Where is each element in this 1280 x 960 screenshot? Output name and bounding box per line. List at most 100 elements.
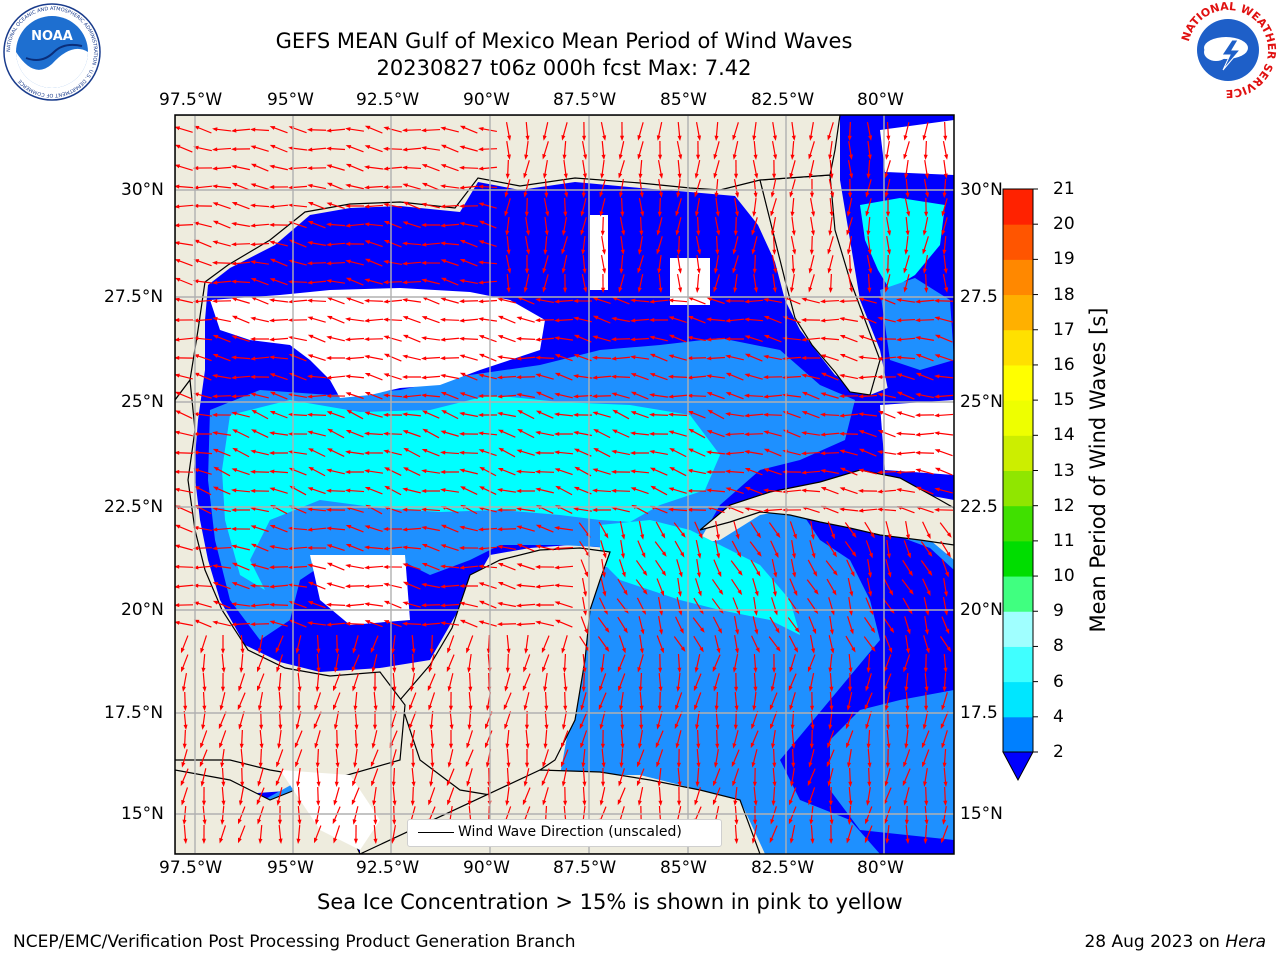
direction-arrow xyxy=(752,197,757,217)
direction-arrow xyxy=(617,654,626,673)
direction-arrow xyxy=(212,184,232,189)
direction-arrow xyxy=(863,617,876,634)
direction-arrow xyxy=(791,254,796,274)
direction-arrow xyxy=(373,824,378,844)
direction-arrow xyxy=(884,160,891,179)
direction-arrow xyxy=(402,394,422,399)
direction-arrow xyxy=(175,144,193,153)
direction-arrow xyxy=(524,140,529,160)
lat-tick-left: 17.5°N xyxy=(104,703,164,723)
colorbar-label: Mean Period of Wind Waves [s] xyxy=(1086,307,1110,633)
direction-arrow xyxy=(498,447,516,458)
direction-arrow xyxy=(924,273,929,293)
direction-arrow xyxy=(345,163,364,172)
direction-arrow xyxy=(383,546,403,551)
direction-arrow xyxy=(250,127,270,132)
direction-arrow xyxy=(516,563,535,571)
direction-arrow xyxy=(580,692,587,711)
direction-arrow xyxy=(354,729,359,749)
direction-arrow xyxy=(219,692,226,711)
direction-arrow xyxy=(402,241,422,246)
direction-arrow xyxy=(848,178,853,198)
nws-logo: NATIONAL WEATHER SERVICE xyxy=(1179,0,1278,100)
direction-arrow xyxy=(345,392,364,400)
direction-arrow xyxy=(839,353,858,362)
direction-arrow xyxy=(657,767,662,787)
direction-arrow xyxy=(677,653,682,673)
direction-arrow xyxy=(219,825,227,844)
direction-arrow xyxy=(827,255,834,274)
direction-arrow xyxy=(446,768,455,787)
direction-arrow xyxy=(600,729,605,749)
direction-arrow xyxy=(383,166,403,171)
direction-arrow xyxy=(440,277,459,286)
direction-arrow xyxy=(695,578,702,597)
direction-arrow xyxy=(934,467,953,476)
direction-arrow xyxy=(212,147,232,152)
direction-arrow xyxy=(827,730,835,749)
chart-subtitle: 20230827 t06z 000h fcst Max: 7.42 xyxy=(376,56,752,80)
direction-arrow xyxy=(370,635,379,654)
direction-arrow xyxy=(326,393,346,398)
direction-arrow xyxy=(239,653,244,673)
direction-arrow xyxy=(807,654,816,673)
lat-tick-right: 30°N xyxy=(960,180,1003,200)
direction-arrow xyxy=(250,203,270,208)
direction-arrow xyxy=(600,578,607,597)
direction-arrow xyxy=(517,410,535,420)
direction-arrow xyxy=(421,544,440,552)
direction-arrow xyxy=(714,691,719,711)
direction-arrow xyxy=(212,506,231,513)
direction-arrow xyxy=(326,297,345,305)
direction-arrow xyxy=(523,768,530,787)
direction-arrow xyxy=(751,217,758,236)
direction-arrow xyxy=(744,432,764,437)
direction-arrow xyxy=(307,280,327,285)
direction-arrow xyxy=(237,692,246,711)
direction-arrow xyxy=(923,824,928,844)
direction-arrow xyxy=(903,122,910,141)
direction-arrow xyxy=(269,469,289,474)
direction-arrow xyxy=(599,787,606,806)
direction-arrow xyxy=(326,146,346,151)
direction-arrow xyxy=(402,621,422,626)
direction-arrow xyxy=(307,527,327,532)
direction-arrow xyxy=(656,635,664,654)
direction-arrow xyxy=(202,691,207,711)
direction-arrow xyxy=(364,372,383,381)
direction-arrow xyxy=(600,540,607,559)
direction-arrow xyxy=(674,711,683,730)
direction-arrow xyxy=(506,748,511,768)
direction-arrow xyxy=(421,375,441,380)
direction-arrow xyxy=(535,337,555,342)
direction-arrow xyxy=(313,711,322,730)
direction-arrow xyxy=(731,579,743,596)
direction-arrow xyxy=(657,254,662,274)
direction-arrow xyxy=(772,767,777,787)
direction-arrow xyxy=(732,141,739,160)
direction-arrow xyxy=(732,255,739,274)
direction-arrow xyxy=(649,335,668,342)
direction-arrow xyxy=(250,506,269,513)
direction-arrow xyxy=(638,730,643,749)
direction-arrow xyxy=(885,521,892,540)
direction-arrow xyxy=(212,166,232,171)
direction-arrow xyxy=(620,197,625,217)
direction-arrow xyxy=(677,159,682,179)
direction-arrow xyxy=(523,179,530,198)
direction-arrow xyxy=(440,126,459,133)
direction-arrow xyxy=(535,450,555,455)
direction-arrow xyxy=(694,160,701,179)
direction-arrow xyxy=(345,259,364,266)
direction-arrow xyxy=(630,318,650,323)
direction-arrow xyxy=(839,316,858,322)
direction-arrow xyxy=(847,578,854,597)
direction-arrow xyxy=(333,673,341,692)
direction-arrow xyxy=(611,316,630,323)
direction-arrow xyxy=(542,274,549,293)
direction-arrow xyxy=(673,636,686,652)
direction-arrow xyxy=(364,298,384,303)
direction-arrow xyxy=(554,583,574,588)
direction-arrow xyxy=(554,619,573,628)
legend-line-swatch xyxy=(418,832,454,833)
